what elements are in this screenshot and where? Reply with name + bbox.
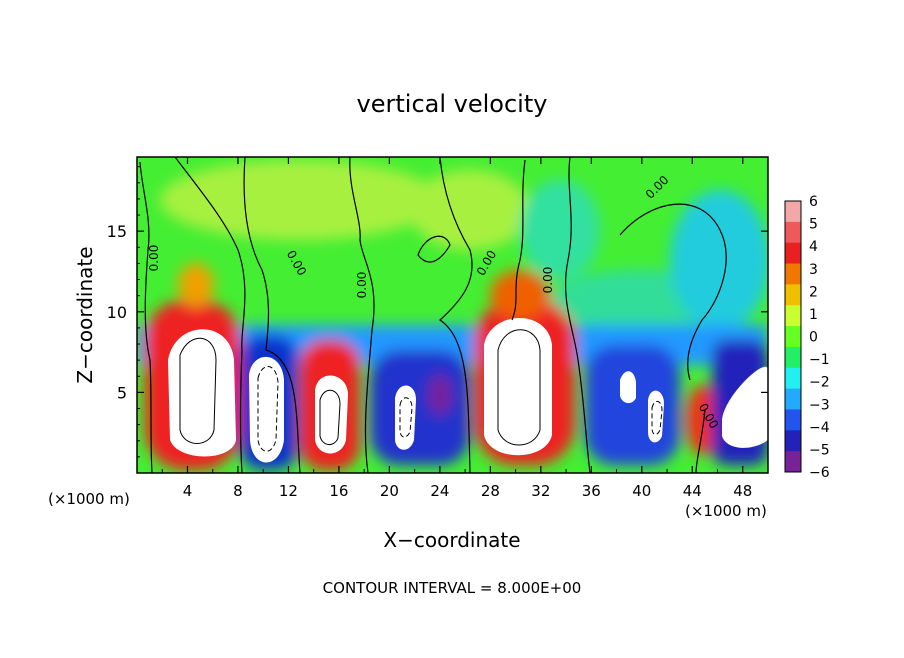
field-blob [585, 345, 680, 465]
colorbar-swatch [785, 263, 801, 285]
contour-label: 0.00 [541, 267, 555, 294]
inner-contour [399, 397, 413, 438]
zero-contour [619, 203, 727, 381]
y-tick-label: 10 [107, 303, 127, 322]
core [722, 366, 768, 448]
field-blob [370, 350, 470, 465]
y-ticks: 5 10 15 [107, 166, 768, 458]
field-blob [178, 263, 214, 307]
colorbar-swatch [785, 221, 801, 244]
colorbar-tick-label: 2 [809, 284, 818, 300]
plot-field [137, 157, 768, 473]
zero-contour [511, 159, 526, 321]
x-tick-label: 32 [531, 482, 550, 500]
field-blob [686, 385, 718, 455]
colorbar-swatch [785, 451, 801, 473]
inner-contour [497, 329, 541, 446]
inner-contour [319, 389, 341, 445]
colorbar-tick-label: −6 [809, 465, 830, 481]
core [620, 371, 636, 404]
colorbar-tick-label: −5 [809, 442, 830, 458]
inner-contour [257, 366, 279, 452]
x-tick-label: 4 [183, 482, 193, 500]
colorbar-tick-label: −1 [809, 352, 830, 368]
colorbar-tick-label: 6 [809, 194, 818, 210]
field-blob [410, 170, 530, 250]
colorbar-tick-label: 5 [809, 217, 818, 233]
zero-contour [695, 409, 706, 473]
colorbar-swatch [785, 346, 801, 369]
core [395, 385, 416, 450]
inner-contour [179, 337, 217, 444]
y-tick-label: 5 [117, 383, 127, 402]
colorbar-swatch [785, 388, 801, 410]
x-tick-label: 16 [329, 482, 348, 500]
colorbar-tick-label: −2 [809, 375, 830, 391]
colorbar-swatch [785, 242, 801, 265]
contour-labels: 0.00 0.000.000.000.000.000.00 [147, 173, 721, 431]
zero-contours [139, 157, 727, 473]
colorbar-tick-label: −4 [809, 420, 830, 436]
zero-contour [139, 161, 153, 473]
zero-contour [439, 157, 473, 473]
colorbar-swatch [785, 367, 801, 390]
colorbar-swatch [785, 430, 801, 452]
colorbar-swatch [785, 326, 801, 348]
x-unit-right: (×1000 m) [685, 502, 767, 520]
colorbar-tick-label: 4 [809, 239, 818, 255]
core [315, 375, 348, 454]
colorbar-swatch [785, 305, 801, 327]
core [484, 317, 552, 456]
zero-contour [417, 235, 451, 263]
x-axis-label: X−coordinate [383, 528, 520, 552]
plot-frame [136, 156, 769, 474]
x-tick-label: 40 [632, 482, 651, 500]
colorbar-frame [784, 200, 802, 473]
y-tick-label: 15 [107, 222, 127, 241]
field-blob [520, 180, 600, 280]
chart-title: vertical velocity [357, 90, 548, 118]
field-blob [160, 160, 440, 240]
colorbar-tick-label: 3 [809, 262, 818, 278]
colorbar-tick-label: 1 [809, 307, 818, 323]
colorbar-tick-label: −3 [809, 397, 830, 413]
field-blob [490, 270, 550, 320]
zero-contour [565, 157, 591, 473]
colorbar-swatch [785, 409, 801, 431]
inner-contour [651, 401, 663, 435]
contour-label: 0.00 [355, 272, 369, 299]
x-tick-label: 28 [481, 482, 500, 500]
x-tick-label: 36 [582, 482, 601, 500]
zero-contour [174, 157, 246, 473]
x-tick-label: 44 [683, 482, 702, 500]
x-ticks: 4 8 12 16 20 24 28 32 36 40 44 48 [161, 157, 752, 500]
x-unit-left: (×1000 m) [48, 490, 130, 508]
y-axis-label: Z−coordinate [73, 246, 97, 383]
field-blob [670, 190, 768, 330]
colorbar-swatch [785, 201, 801, 223]
core [168, 329, 236, 457]
x-tick-label: 8 [233, 482, 243, 500]
colorbar-swatch [785, 284, 801, 306]
zero-contour [349, 157, 375, 473]
core [249, 356, 284, 463]
inner-contours [179, 329, 663, 452]
field-blob [428, 375, 452, 415]
x-tick-label: 20 [380, 482, 399, 500]
zero-contour [243, 157, 301, 473]
x-tick-label: 48 [733, 482, 752, 500]
x-tick-label: 12 [279, 482, 298, 500]
x-tick-label: 24 [430, 482, 449, 500]
contour-label: 0.00 [147, 245, 161, 272]
colorbar-tick-label: 0 [809, 330, 818, 346]
colorbar: 6 5 4 3 2 1 0 −1 −2 −3 −4 −5 −6 [784, 194, 830, 481]
contour-interval-note: CONTOUR INTERVAL = 8.000E+00 [323, 579, 582, 597]
